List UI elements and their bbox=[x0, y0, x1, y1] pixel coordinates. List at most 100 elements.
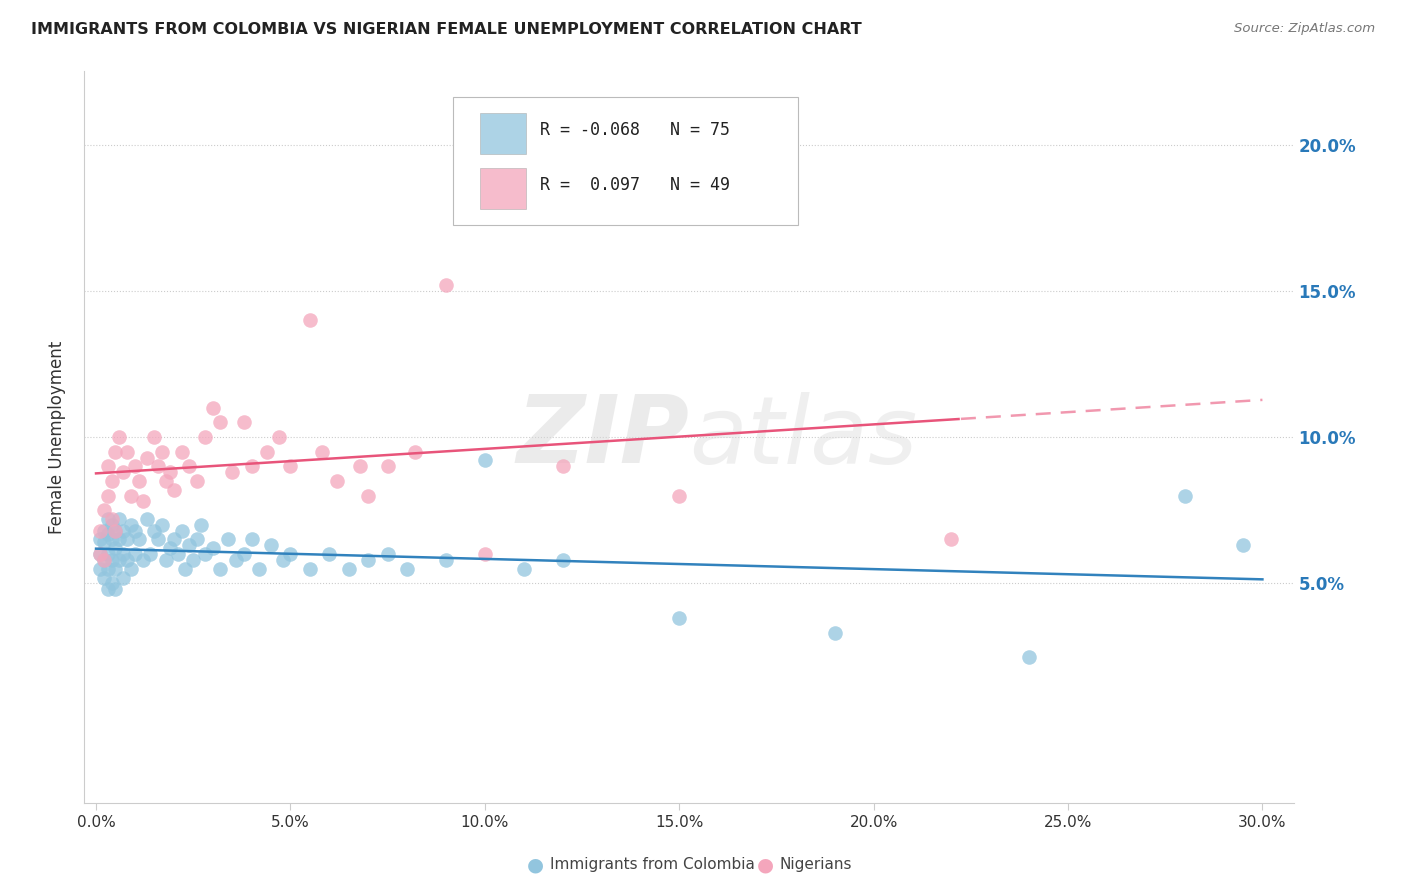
Point bbox=[1018, 649, 1040, 664]
Point bbox=[104, 582, 127, 597]
Point bbox=[1174, 489, 1197, 503]
Text: atlas: atlas bbox=[689, 392, 917, 483]
FancyBboxPatch shape bbox=[453, 97, 797, 225]
Point bbox=[128, 533, 150, 547]
Point bbox=[135, 512, 157, 526]
Point bbox=[186, 533, 208, 547]
Point bbox=[131, 494, 153, 508]
Point bbox=[280, 459, 302, 474]
Point bbox=[377, 459, 399, 474]
Point bbox=[108, 553, 131, 567]
Point bbox=[124, 524, 146, 538]
Text: Nigerians: Nigerians bbox=[780, 857, 852, 872]
Point bbox=[100, 512, 122, 526]
Point bbox=[232, 416, 254, 430]
Point bbox=[97, 512, 120, 526]
Point bbox=[112, 524, 135, 538]
Point bbox=[120, 517, 142, 532]
Point bbox=[93, 553, 115, 567]
Point bbox=[89, 524, 111, 538]
Point bbox=[318, 547, 340, 561]
Point bbox=[209, 416, 232, 430]
Point bbox=[170, 444, 193, 458]
Point bbox=[298, 562, 321, 576]
Point bbox=[194, 430, 217, 444]
Point bbox=[434, 553, 457, 567]
Point bbox=[512, 211, 534, 225]
Point bbox=[108, 512, 131, 526]
Point bbox=[128, 474, 150, 488]
Point bbox=[326, 474, 349, 488]
Point bbox=[112, 570, 135, 584]
Text: Immigrants from Colombia: Immigrants from Colombia bbox=[550, 857, 755, 872]
Point bbox=[97, 526, 120, 541]
Point bbox=[124, 547, 146, 561]
Point bbox=[512, 562, 534, 576]
Point bbox=[232, 547, 254, 561]
Point bbox=[112, 547, 135, 561]
Text: IMMIGRANTS FROM COLOMBIA VS NIGERIAN FEMALE UNEMPLOYMENT CORRELATION CHART: IMMIGRANTS FROM COLOMBIA VS NIGERIAN FEM… bbox=[31, 22, 862, 37]
Point bbox=[93, 524, 115, 538]
Point bbox=[163, 533, 186, 547]
FancyBboxPatch shape bbox=[479, 168, 526, 209]
Point bbox=[135, 450, 157, 465]
Point bbox=[179, 459, 201, 474]
Point bbox=[668, 611, 690, 625]
Point bbox=[166, 547, 188, 561]
Point bbox=[148, 459, 170, 474]
Point bbox=[104, 444, 127, 458]
Point bbox=[89, 533, 111, 547]
Point bbox=[377, 547, 399, 561]
Point bbox=[551, 459, 574, 474]
Point bbox=[100, 553, 122, 567]
Y-axis label: Female Unemployment: Female Unemployment bbox=[48, 341, 66, 533]
Point bbox=[271, 553, 294, 567]
Point bbox=[256, 444, 278, 458]
Point bbox=[155, 553, 177, 567]
Point bbox=[201, 401, 224, 415]
Point bbox=[104, 541, 127, 556]
Point bbox=[668, 489, 690, 503]
Point bbox=[97, 582, 120, 597]
Point bbox=[474, 453, 496, 467]
Text: Source: ZipAtlas.com: Source: ZipAtlas.com bbox=[1234, 22, 1375, 36]
Point bbox=[115, 553, 138, 567]
Point bbox=[240, 459, 263, 474]
Point bbox=[159, 541, 181, 556]
Point bbox=[298, 313, 321, 327]
Point bbox=[148, 533, 170, 547]
Point bbox=[240, 533, 263, 547]
Point bbox=[100, 474, 122, 488]
Point bbox=[225, 553, 247, 567]
Point bbox=[100, 517, 122, 532]
Text: R = -0.068   N = 75: R = -0.068 N = 75 bbox=[540, 121, 730, 139]
Point bbox=[194, 547, 217, 561]
Point bbox=[170, 524, 193, 538]
Point bbox=[824, 626, 846, 640]
Point bbox=[155, 474, 177, 488]
Point bbox=[280, 547, 302, 561]
Point bbox=[97, 489, 120, 503]
Point bbox=[104, 524, 127, 538]
Point bbox=[434, 277, 457, 292]
Point bbox=[349, 459, 371, 474]
Text: R =  0.097   N = 49: R = 0.097 N = 49 bbox=[540, 176, 730, 194]
Point bbox=[124, 459, 146, 474]
Text: ZIP: ZIP bbox=[516, 391, 689, 483]
Point bbox=[97, 547, 120, 561]
Point bbox=[93, 553, 115, 567]
Point bbox=[941, 533, 963, 547]
Point bbox=[404, 444, 426, 458]
Text: ●: ● bbox=[756, 855, 773, 874]
Point bbox=[337, 562, 360, 576]
Point bbox=[89, 547, 111, 561]
Point bbox=[396, 562, 419, 576]
Point bbox=[150, 517, 173, 532]
Point bbox=[217, 533, 239, 547]
Point bbox=[143, 524, 166, 538]
Point bbox=[97, 562, 120, 576]
Point bbox=[93, 503, 115, 517]
Point bbox=[209, 562, 232, 576]
Point bbox=[108, 533, 131, 547]
Point bbox=[89, 562, 111, 576]
